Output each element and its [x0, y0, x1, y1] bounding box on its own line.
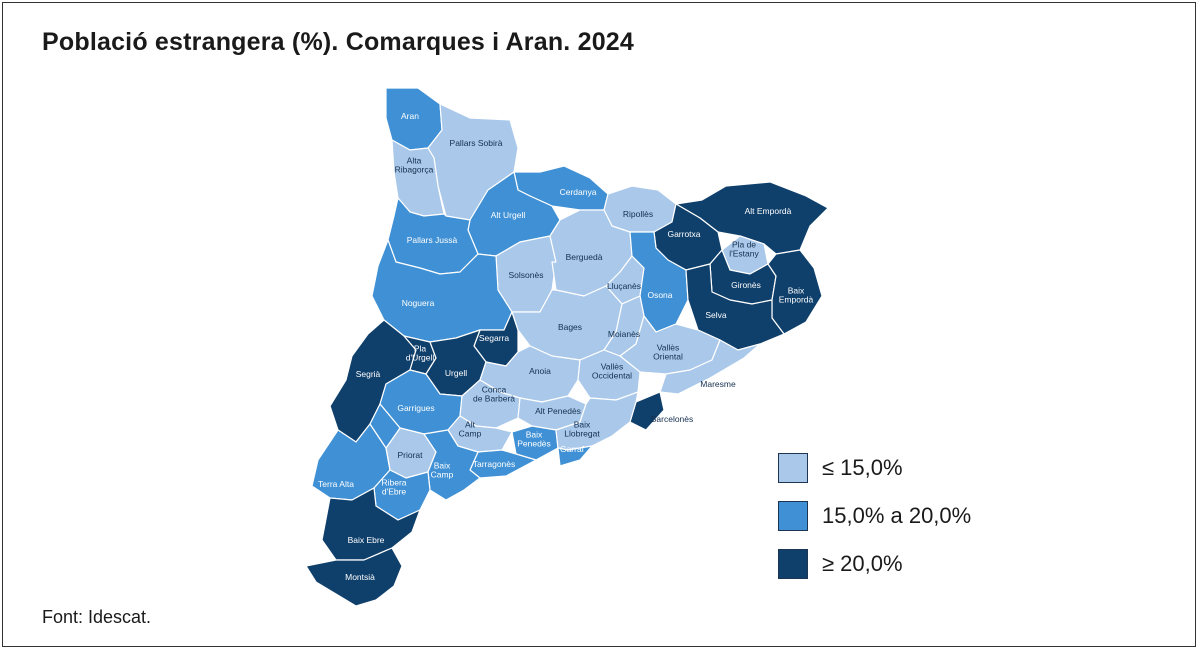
region-label-selva: Selva [705, 310, 727, 320]
region-label-segria: Segrià [356, 369, 381, 379]
region-label-barcelones: Barcelonès [651, 414, 694, 424]
map-title: Població estrangera (%). Comarques i Ara… [42, 28, 635, 56]
region-label-tarragones: Tarragonès [473, 459, 516, 469]
region-label-bages: Bages [558, 322, 582, 332]
region-label-pallars-jussa: Pallars Jussà [407, 235, 458, 245]
legend-label-low: ≤ 15,0% [822, 455, 903, 480]
region-label-alt-urgell: Alt Urgell [491, 210, 526, 220]
region-maresme [659, 339, 761, 395]
legend-item-mid: 15,0% a 20,0% [778, 500, 971, 532]
region-label-priorat: Priorat [397, 450, 423, 460]
region-label-girones: Gironès [731, 280, 761, 290]
legend: ≤ 15,0% 15,0% a 20,0% ≥ 20,0% [778, 452, 971, 596]
region-label-alt-emporda: Alt Empordà [745, 206, 792, 216]
legend-label-high: ≥ 20,0% [822, 551, 903, 576]
region-label-baix-emporda: Baix Empordà [779, 286, 814, 305]
region-label-montsia: Montsià [345, 572, 375, 582]
legend-label-mid: 15,0% a 20,0% [822, 503, 972, 528]
region-label-moianes: Moianès [608, 329, 640, 339]
region-label-maresme: Maresme [700, 379, 736, 389]
region-label-llucanes: Lluçanès [607, 281, 641, 291]
region-label-aran: Aran [401, 111, 419, 121]
region-alt-emporda [675, 181, 829, 255]
region-label-garrigues: Garrigues [397, 403, 434, 413]
region-label-alt-camp: Alt Camp [459, 420, 482, 439]
region-label-pla-de-l-estany: Pla de l'Estany [729, 240, 759, 259]
region-label-conca-de-barbera: Conca de Barberà [473, 385, 515, 404]
region-label-pla-d-urgell: Pla d'Urgell [406, 344, 435, 363]
region-baix-camp [423, 429, 481, 501]
region-label-bergueda: Berguedà [566, 252, 603, 262]
region-valles-oriental [619, 315, 721, 375]
region-label-urgell: Urgell [445, 368, 467, 378]
region-label-alta-ribagorca: Alta Ribagorça [395, 156, 434, 175]
region-label-alt-penedes: Alt Penedès [535, 406, 581, 416]
source-note: Font: Idescat. [42, 607, 152, 627]
region-label-garrotxa: Garrotxa [667, 229, 700, 239]
region-label-baix-ebre: Baix Ebre [348, 535, 385, 545]
region-label-valles-occidental: Vallès Occidental [592, 362, 632, 381]
region-label-valles-oriental: Vallès Oriental [653, 343, 683, 362]
region-montsia [305, 547, 403, 607]
legend-swatch-high [778, 549, 808, 579]
region-label-anoia: Anoia [529, 366, 551, 376]
region-label-baix-llobregat: Baix Llobregat [564, 420, 600, 439]
region-label-terra-alta: Terra Alta [318, 479, 354, 489]
region-label-baix-camp: Baix Camp [431, 461, 454, 480]
legend-item-high: ≥ 20,0% [778, 548, 971, 580]
region-label-segarra: Segarra [479, 333, 510, 343]
legend-swatch-mid [778, 501, 808, 531]
region-label-baix-penedes: Baix Penedès [517, 430, 551, 449]
region-label-osona: Osona [647, 290, 672, 300]
region-baix-emporda [767, 249, 823, 335]
region-label-ripolles: Ripollès [623, 209, 653, 219]
region-ribera-d-ebre [369, 403, 431, 521]
region-label-pallars-sobira: Pallars Sobirà [450, 138, 503, 148]
region-label-solsones: Solsonès [509, 270, 544, 280]
region-label-cerdanya: Cerdanya [560, 187, 597, 197]
region-baix-ebre [321, 487, 421, 561]
region-label-ribera-d-ebre: Ribera d'Ebre [381, 478, 406, 497]
region-garraf [557, 445, 593, 467]
region-label-garraf: Garraf [560, 444, 585, 454]
legend-item-low: ≤ 15,0% [778, 452, 971, 484]
legend-swatch-low [778, 453, 808, 483]
region-label-noguera: Noguera [402, 298, 435, 308]
